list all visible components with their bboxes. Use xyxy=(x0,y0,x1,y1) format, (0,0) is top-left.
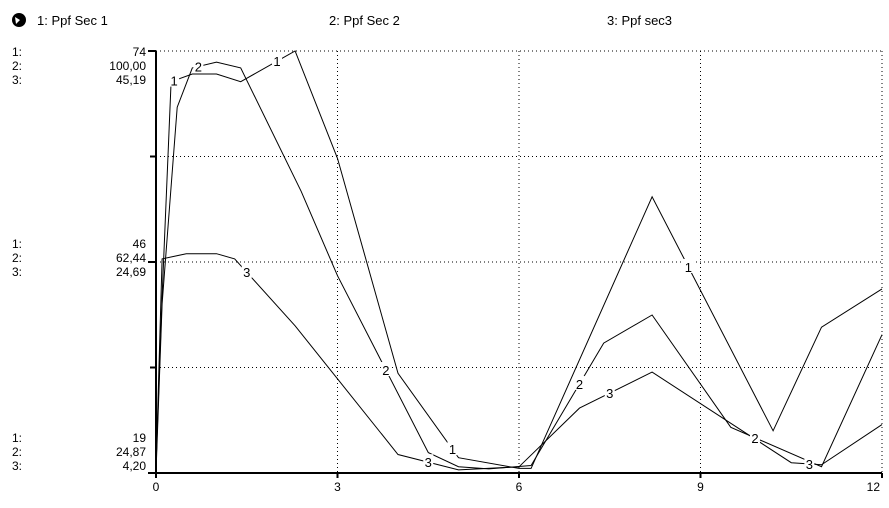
y-label-top-1: 74 xyxy=(133,45,147,59)
series-marker-3: 3 xyxy=(243,265,250,280)
y-prefix-bot-3: 3: xyxy=(12,459,22,473)
y-label-mid-1: 46 xyxy=(133,237,147,251)
legend-item-1: 1: Ppf Sec 1 xyxy=(37,13,108,28)
series-marker-2: 2 xyxy=(576,377,583,392)
series-markers: 1 1 1 1 2 2 2 2 3 3 3 3 xyxy=(169,53,815,472)
series-marker-3: 3 xyxy=(806,457,813,472)
legend-item-3: 3: Ppf sec3 xyxy=(607,13,672,28)
series-marker-bg xyxy=(574,375,585,390)
series-marker-bg xyxy=(423,454,434,469)
series-marker-1: 1 xyxy=(171,74,178,89)
series-marker-2: 2 xyxy=(195,59,202,74)
y-label-bot-3: 4,20 xyxy=(123,459,147,473)
legend-icon xyxy=(12,13,26,27)
y-tick-marks xyxy=(148,50,156,474)
series-marker-bg xyxy=(380,362,391,377)
series-marker-bg xyxy=(193,58,204,73)
series-marker-2: 2 xyxy=(382,363,389,378)
y-axis-labels-bottom: 1: 2: 3: 19 24,87 4,20 xyxy=(12,431,146,473)
series-line-1 xyxy=(155,50,883,469)
x-tick-label: 6 xyxy=(516,480,523,494)
series-marker-bg xyxy=(169,72,180,87)
y-axis-labels-top: 1: 2: 3: 74 100,00 45,19 xyxy=(12,45,146,87)
series-line-3 xyxy=(155,253,883,471)
series-marker-bg xyxy=(683,258,694,273)
y-prefix-bot-2: 2: xyxy=(12,445,22,459)
series-marker-bg xyxy=(749,429,760,444)
series-marker-1: 1 xyxy=(273,54,280,69)
series-marker-bg xyxy=(241,264,252,279)
y-prefix-top-1: 1: xyxy=(12,45,22,59)
y-prefix-mid-3: 3: xyxy=(12,265,22,279)
series-marker-bg xyxy=(447,441,458,456)
series-marker-2: 2 xyxy=(751,431,758,446)
y-label-bot-1: 19 xyxy=(133,431,147,445)
y-label-top-2: 100,00 xyxy=(109,59,146,73)
series-marker-3: 3 xyxy=(425,455,432,470)
x-tick-labels: 0 3 6 9 12 xyxy=(153,473,883,494)
series-marker-1: 1 xyxy=(685,260,692,275)
series-marker-bg xyxy=(604,385,615,400)
y-axis-labels-middle: 1: 2: 3: 46 62,44 24,69 xyxy=(12,237,146,279)
x-tick-label: 3 xyxy=(334,480,341,494)
x-tick-label: 0 xyxy=(153,480,160,494)
y-prefix-top-3: 3: xyxy=(12,73,22,87)
y-label-bot-2: 24,87 xyxy=(116,445,146,459)
y-prefix-mid-1: 1: xyxy=(12,237,22,251)
y-label-top-3: 45,19 xyxy=(116,73,146,87)
legend-item-2: 2: Ppf Sec 2 xyxy=(329,13,400,28)
y-prefix-top-2: 2: xyxy=(12,59,22,73)
y-label-mid-3: 24,69 xyxy=(116,265,146,279)
grid xyxy=(156,50,883,473)
y-prefix-bot-1: 1: xyxy=(12,431,22,445)
series-marker-3: 3 xyxy=(606,386,613,401)
legend: 1: Ppf Sec 1 2: Ppf Sec 2 3: Ppf sec3 xyxy=(12,13,672,28)
series-marker-1: 1 xyxy=(449,442,456,457)
series-line-2 xyxy=(155,61,883,473)
series-marker-bg xyxy=(804,455,815,470)
x-tick-label: 12 xyxy=(867,480,881,494)
series-marker-bg xyxy=(272,53,282,68)
x-tick-label: 9 xyxy=(697,480,704,494)
y-prefix-mid-2: 2: xyxy=(12,251,22,265)
y-label-mid-2: 62,44 xyxy=(116,251,146,265)
